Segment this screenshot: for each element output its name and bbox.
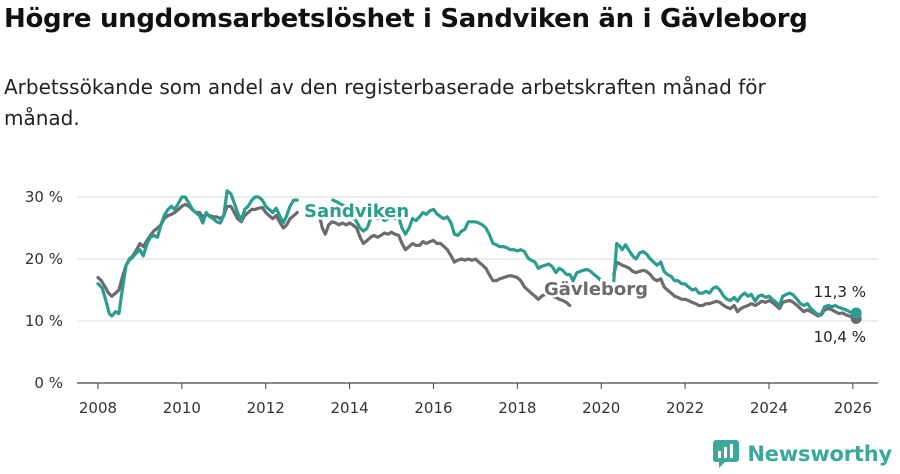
newsworthy-logo-icon [713,440,740,468]
chart-series [96,189,862,325]
x-tick-label: 2016 [414,399,452,417]
x-tick-label: 2026 [834,399,872,417]
x-tick-label: 2014 [330,399,368,417]
series-label-gavleborg: Gävleborg [544,279,648,300]
x-tick-label: 2024 [750,399,788,417]
x-tick-label: 2020 [582,399,620,417]
y-tick-label: 0 % [34,374,63,392]
x-axis: 2008 2010 2012 2014 2016 2018 2020 2022 2024 2026 [79,383,872,417]
grid-lines [77,196,878,384]
y-tick-label: 20 % [25,250,63,268]
x-tick-label: 2012 [247,399,285,417]
y-tick-label: 30 % [25,188,63,206]
x-tick-label: 2018 [498,399,536,417]
end-value-label-sandviken: 11,3 % [814,283,866,301]
series-label-sandviken: Sandviken [304,201,409,222]
end-value-label-gavleborg: 10,4 % [814,328,866,346]
x-tick-label: 2008 [79,399,117,417]
series-end-marker-sandviken [850,307,862,319]
page-title: Högre ungdomsarbetslöshet i Sandviken än… [4,4,808,34]
series-line-sandviken [96,189,858,318]
y-tick-label: 10 % [25,312,63,330]
y-axis-ticks: 0 % 10 % 20 % 30 % [25,188,63,392]
page-subtitle: Arbetssökande som andel av den registerb… [4,75,766,130]
brand-name: Newsworthy [747,442,892,466]
x-tick-label: 2010 [163,399,201,417]
chart-labels: Sandviken Gävleborg 11,3 % 10,4 % [302,199,867,347]
x-tick-label: 2022 [666,399,704,417]
brand: Newsworthy [713,440,892,468]
